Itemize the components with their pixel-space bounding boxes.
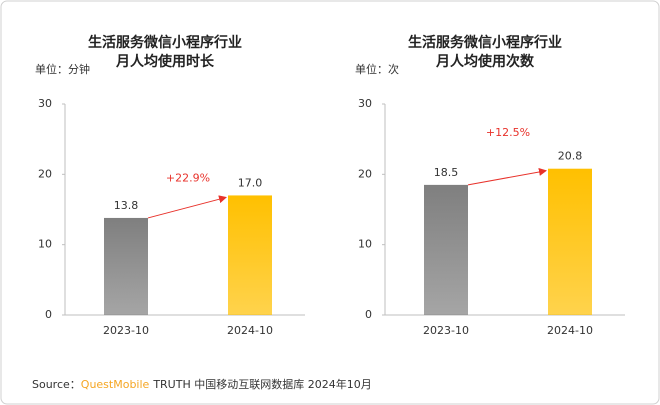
- unit-label: 单位：次: [355, 62, 399, 76]
- y-tick-label: 20: [38, 167, 52, 180]
- source-prefix: Source：: [32, 378, 81, 391]
- y-tick-label: 0: [45, 308, 52, 321]
- source-text: TRUTH 中国移动互联网数据库 2024年10月: [152, 377, 371, 391]
- unit-label: 单位：分钟: [35, 62, 90, 76]
- chart-title: 生活服务微信小程序行业: [88, 34, 242, 51]
- x-tick-label: 2024-10: [227, 324, 273, 337]
- chart-title: 月人均使用时长: [115, 53, 215, 70]
- value-label: 13.8: [114, 199, 139, 212]
- y-tick-label: 20: [358, 167, 372, 180]
- source: Source：QuestMobile TRUTH 中国移动互联网数据库 2024年…: [32, 377, 372, 391]
- y-tick-label: 30: [38, 97, 52, 110]
- x-tick-label: 2023-10: [103, 324, 149, 337]
- bar: [228, 195, 272, 315]
- y-tick-label: 30: [358, 97, 372, 110]
- chart-title: 月人均使用次数: [435, 53, 535, 70]
- annotation: +12.5%: [486, 126, 530, 139]
- growth-arrow: [147, 195, 227, 219]
- x-tick-label: 2023-10: [423, 324, 469, 337]
- x-tick-label: 2024-10: [547, 324, 593, 337]
- value-label: 18.5: [434, 166, 459, 179]
- y-tick-label: 10: [358, 238, 372, 251]
- chart-title: 生活服务微信小程序行业: [408, 34, 562, 51]
- bar: [548, 168, 592, 315]
- annotation: +22.9%: [166, 172, 210, 185]
- source-brand: QuestMobile: [81, 378, 150, 391]
- value-label: 17.0: [238, 176, 263, 189]
- value-label: 20.8: [558, 150, 583, 163]
- bar: [424, 184, 468, 315]
- bar: [104, 217, 148, 315]
- y-tick-label: 0: [365, 308, 372, 321]
- growth-arrow: [467, 168, 547, 186]
- y-tick-label: 10: [38, 238, 52, 251]
